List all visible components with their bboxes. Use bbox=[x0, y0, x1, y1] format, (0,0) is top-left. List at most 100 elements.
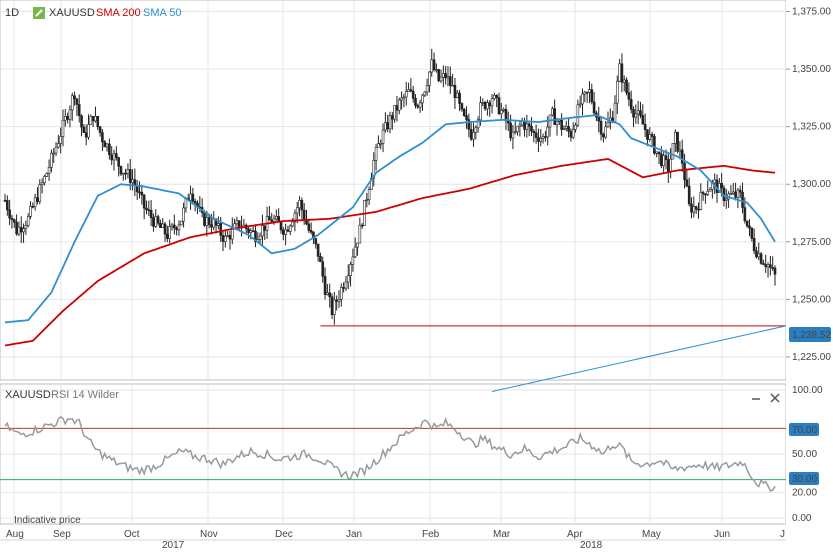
candle-body bbox=[602, 133, 605, 138]
trend-line[interactable] bbox=[491, 325, 787, 393]
candle-body bbox=[272, 218, 276, 222]
sma50-line[interactable] bbox=[4, 114, 776, 324]
candle-body bbox=[12, 219, 16, 223]
candle-body bbox=[553, 108, 556, 126]
candle-body bbox=[622, 79, 626, 83]
candle-body bbox=[694, 206, 698, 210]
candle-body bbox=[653, 136, 656, 154]
candle-body bbox=[634, 113, 638, 118]
candle-body bbox=[750, 227, 754, 239]
interval-label[interactable]: 1D bbox=[5, 7, 19, 19]
candle-body bbox=[314, 238, 318, 245]
candle-body bbox=[288, 225, 292, 232]
candle-body bbox=[52, 152, 56, 155]
candle-body bbox=[469, 129, 473, 140]
candle-body bbox=[75, 98, 79, 105]
candle-body bbox=[59, 136, 62, 144]
rsi-symbol-label: XAUUSD bbox=[5, 389, 51, 401]
candle-body bbox=[163, 223, 167, 235]
candle-body bbox=[91, 116, 95, 122]
candle-body bbox=[247, 228, 250, 233]
candle-body bbox=[493, 94, 496, 100]
candle-body bbox=[170, 224, 174, 227]
candle-body bbox=[156, 216, 160, 224]
candle-body bbox=[24, 225, 28, 229]
candle-body bbox=[182, 207, 185, 222]
candle-body bbox=[481, 101, 485, 104]
candle-body bbox=[669, 158, 672, 172]
candle-body bbox=[402, 96, 406, 99]
candle-body bbox=[562, 128, 566, 130]
candle-body bbox=[629, 98, 633, 110]
candle-body bbox=[221, 235, 225, 242]
candle-body bbox=[620, 63, 624, 83]
candle-body bbox=[724, 198, 728, 201]
candle-body bbox=[168, 226, 171, 239]
candle-body bbox=[736, 189, 740, 198]
candle-body bbox=[105, 143, 109, 148]
candle-body bbox=[418, 102, 422, 108]
candle-body bbox=[567, 126, 570, 132]
month-label-feb: Feb bbox=[422, 529, 440, 540]
candle-body bbox=[762, 263, 765, 265]
candle-body bbox=[643, 123, 647, 130]
candle-body bbox=[70, 95, 74, 111]
price-panel bbox=[0, 0, 787, 381]
candle-body bbox=[286, 229, 290, 232]
candle-body bbox=[147, 209, 151, 212]
candle-body bbox=[38, 184, 42, 202]
candle-body bbox=[599, 120, 603, 135]
candle-body bbox=[321, 261, 325, 277]
candle-body bbox=[356, 242, 359, 248]
candle-body bbox=[159, 222, 162, 228]
candle-body bbox=[581, 93, 584, 105]
candle-body bbox=[270, 219, 274, 222]
rsi-tick-label: 100.00 bbox=[792, 385, 823, 396]
candle-body bbox=[773, 267, 777, 275]
candle-body bbox=[210, 224, 213, 228]
candle-body bbox=[407, 89, 410, 92]
candle-body bbox=[701, 192, 705, 195]
candle-body bbox=[66, 116, 69, 120]
candle-body bbox=[425, 85, 429, 93]
candle-body bbox=[64, 116, 67, 121]
candle-body bbox=[126, 169, 130, 174]
month-label-jun: Jun bbox=[714, 529, 730, 540]
candle-body bbox=[40, 182, 44, 185]
candle-body bbox=[254, 230, 257, 243]
candle-body bbox=[328, 292, 331, 298]
price-tick-label: 1,225.00 bbox=[792, 352, 831, 363]
close-icon[interactable] bbox=[770, 393, 780, 403]
candle-body bbox=[667, 159, 670, 172]
candle-body bbox=[551, 108, 554, 116]
rsi-line[interactable] bbox=[4, 415, 776, 492]
candle-body bbox=[8, 209, 11, 219]
candle-body bbox=[409, 89, 413, 92]
candle-body bbox=[22, 228, 25, 233]
candle-body bbox=[576, 104, 580, 126]
candle-body bbox=[606, 122, 610, 128]
candle-body bbox=[365, 199, 369, 201]
candle-body bbox=[518, 124, 522, 127]
candle-body bbox=[307, 223, 311, 231]
rsi-indicator-label[interactable]: RSI 14 Wilder bbox=[51, 389, 119, 401]
candle-body bbox=[743, 207, 747, 222]
sma50-label[interactable]: SMA 50 bbox=[143, 7, 182, 19]
candle-body bbox=[532, 130, 536, 133]
candle-body bbox=[411, 90, 415, 99]
symbol-label[interactable]: XAUUSD bbox=[49, 7, 95, 19]
sma200-label[interactable]: SMA 200 bbox=[96, 7, 141, 19]
candle-body bbox=[648, 134, 652, 140]
sma200-line[interactable] bbox=[4, 157, 776, 347]
candle-body bbox=[662, 155, 665, 167]
candle-body bbox=[117, 157, 120, 167]
candle-body bbox=[279, 221, 283, 231]
candle-body bbox=[89, 116, 93, 125]
candle-body bbox=[432, 59, 436, 71]
candle-body bbox=[678, 149, 682, 152]
candle-body bbox=[771, 267, 774, 269]
candle-body bbox=[80, 115, 83, 128]
candle-body bbox=[152, 217, 155, 227]
